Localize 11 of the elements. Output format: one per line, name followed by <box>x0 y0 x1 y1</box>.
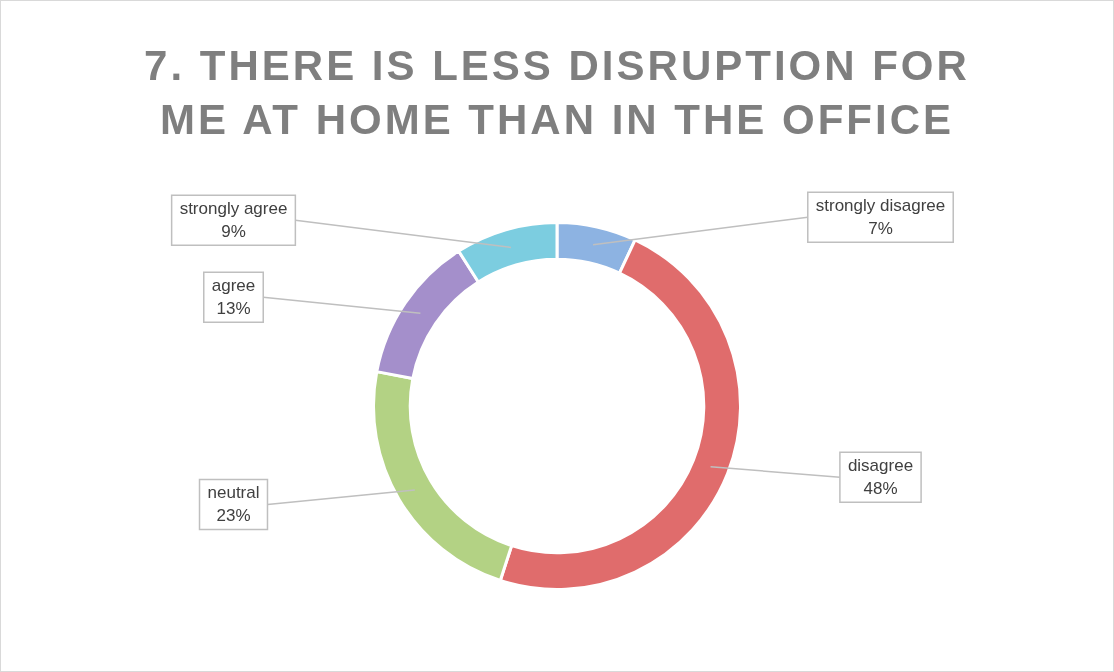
chart-title: 7. THERE IS LESS DISRUPTION FOR ME AT HOME THAN IN THE OFFICE <box>143 41 971 145</box>
data-label: 9% <box>221 221 246 241</box>
slice-label: neutral <box>207 483 260 503</box>
slice-label: disagree <box>847 455 914 475</box>
data-label: 13% <box>216 298 251 318</box>
data-label: 48% <box>863 478 898 498</box>
slice-label: strongly disagree <box>815 195 946 215</box>
data-label: 23% <box>216 506 251 526</box>
data-label: 7% <box>868 218 893 238</box>
slice-label: agree <box>211 275 256 295</box>
slice-label: strongly agree <box>179 198 288 218</box>
